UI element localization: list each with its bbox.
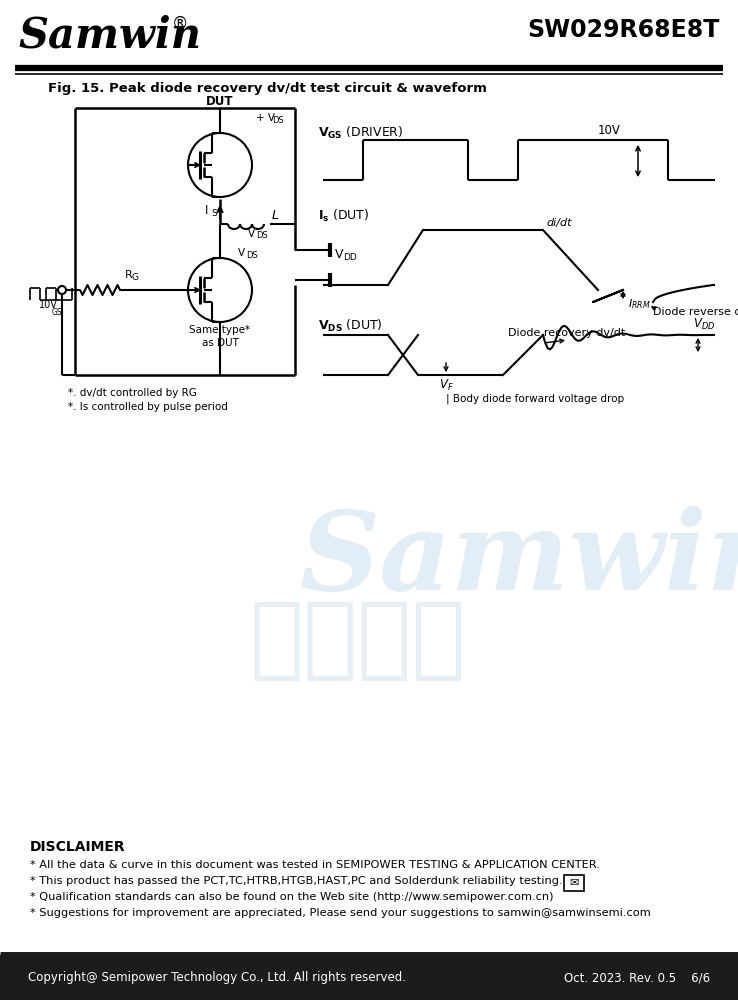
Text: | Body diode forward voltage drop: | Body diode forward voltage drop (446, 393, 624, 403)
Text: di/dt: di/dt (546, 218, 571, 228)
Text: DD: DD (343, 252, 356, 261)
Text: *. dv/dt controlled by RG: *. dv/dt controlled by RG (68, 388, 197, 398)
Text: DISCLAIMER: DISCLAIMER (30, 840, 125, 854)
Text: Diode recovery dv/dt: Diode recovery dv/dt (508, 328, 625, 338)
Text: 10V: 10V (39, 300, 58, 310)
Text: as DUT: as DUT (201, 338, 238, 348)
Text: Diode reverse current: Diode reverse current (653, 307, 738, 317)
Text: * Suggestions for improvement are appreciated, Please send your suggestions to s: * Suggestions for improvement are apprec… (30, 908, 651, 918)
Text: I: I (204, 205, 208, 218)
Bar (0, 955, 738, 1000)
Text: GS: GS (52, 308, 62, 317)
Text: Fig. 15. Peak diode recovery dv/dt test circuit & waveform: Fig. 15. Peak diode recovery dv/dt test … (48, 82, 487, 95)
Text: $I_{RRM}$: $I_{RRM}$ (628, 297, 651, 311)
Text: S: S (211, 209, 217, 218)
Text: Samwin: Samwin (18, 15, 201, 57)
Text: R: R (125, 270, 133, 280)
Text: V: V (238, 248, 245, 258)
Text: DS: DS (246, 251, 258, 260)
Text: $\mathbf{V_{GS}}$ (DRIVER): $\mathbf{V_{GS}}$ (DRIVER) (318, 125, 404, 141)
Text: DS: DS (272, 116, 283, 125)
Text: V: V (335, 248, 343, 261)
Text: $\mathbf{I_s}$ (DUT): $\mathbf{I_s}$ (DUT) (318, 208, 369, 224)
Text: + V: + V (256, 113, 275, 123)
Text: DUT: DUT (206, 95, 234, 108)
Text: * All the data & curve in this document was tested in SEMIPOWER TESTING & APPLIC: * All the data & curve in this document … (30, 860, 600, 870)
Text: SW029R68E8T: SW029R68E8T (528, 18, 720, 42)
Text: Samwin: Samwin (300, 506, 738, 614)
Text: $V_F$: $V_F$ (438, 378, 453, 393)
Text: DS: DS (256, 231, 268, 240)
Text: ®: ® (172, 15, 188, 33)
Text: Same type*: Same type* (190, 325, 251, 335)
Text: L: L (272, 209, 279, 222)
Text: $V_{DD}$: $V_{DD}$ (693, 317, 715, 332)
Text: $\mathbf{V_{DS}}$ (DUT): $\mathbf{V_{DS}}$ (DUT) (318, 318, 382, 334)
Text: G: G (132, 273, 139, 282)
Text: * Qualification standards can also be found on the Web site (http://www.semipowe: * Qualification standards can also be fo… (30, 892, 554, 902)
Text: V: V (248, 229, 255, 239)
Text: * This product has passed the PCT,TC,HTRB,HTGB,HAST,PC and Solderdunk reliabilit: * This product has passed the PCT,TC,HTR… (30, 876, 562, 886)
Text: Oct. 2023. Rev. 0.5    6/6: Oct. 2023. Rev. 0.5 6/6 (564, 972, 710, 984)
Text: 10V: 10V (598, 124, 621, 137)
Text: 内部保密: 内部保密 (250, 596, 466, 684)
Text: *. Is controlled by pulse period: *. Is controlled by pulse period (68, 402, 228, 412)
Text: ✉: ✉ (569, 878, 579, 888)
FancyBboxPatch shape (564, 875, 584, 891)
Text: Copyright@ Semipower Technology Co., Ltd. All rights reserved.: Copyright@ Semipower Technology Co., Ltd… (28, 972, 406, 984)
